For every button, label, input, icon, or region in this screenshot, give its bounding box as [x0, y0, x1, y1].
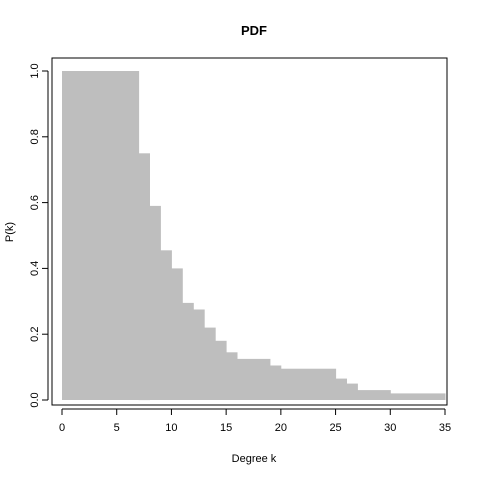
x-tick-label-4: 20: [275, 422, 287, 434]
x-tick-label-0: 0: [59, 422, 65, 434]
bar-3: [160, 250, 172, 400]
x-tick-label-2: 10: [165, 422, 177, 434]
x-tick-label-7: 35: [439, 422, 451, 434]
y-tick-label-3: 0.6: [29, 195, 41, 210]
bar-0: [62, 71, 140, 400]
y-axis: 0.0 0.2 0.4 0.6 0.8 1.0: [29, 63, 49, 408]
x-tick-label-3: 15: [220, 422, 232, 434]
y-axis-label: P(k): [4, 222, 16, 242]
bar-8: [215, 340, 227, 400]
bar-15: [357, 390, 391, 400]
bar-13: [335, 378, 347, 400]
y-tick-label-2: 0.4: [29, 261, 41, 276]
x-tick-label-1: 5: [114, 422, 120, 434]
y-tick-label-5: 1.0: [29, 63, 41, 78]
x-axis: 0 5 10 15 20 25 30 35: [59, 408, 451, 434]
y-tick-label-0: 0.0: [29, 392, 41, 407]
bar-4: [171, 268, 183, 400]
x-axis-label: Degree k: [232, 453, 277, 465]
x-tick-label-6: 30: [384, 422, 396, 434]
bar-16: [390, 393, 446, 400]
bar-7: [204, 327, 216, 400]
chart-title: PDF: [241, 23, 267, 38]
bar-9: [226, 352, 238, 400]
bars-group: [62, 71, 446, 401]
bar-14: [346, 383, 358, 400]
bar-5: [182, 302, 194, 400]
x-tick-label-5: 25: [329, 422, 341, 434]
y-tick-label-1: 0.2: [29, 327, 41, 342]
bar-6: [193, 309, 205, 400]
y-tick-label-4: 0.8: [29, 129, 41, 144]
bar-10: [237, 358, 271, 400]
bar-1: [138, 153, 150, 401]
bar-12: [280, 368, 337, 400]
bar-11: [269, 365, 282, 400]
plot-frame: [51, 57, 448, 406]
bar-2: [149, 205, 161, 400]
